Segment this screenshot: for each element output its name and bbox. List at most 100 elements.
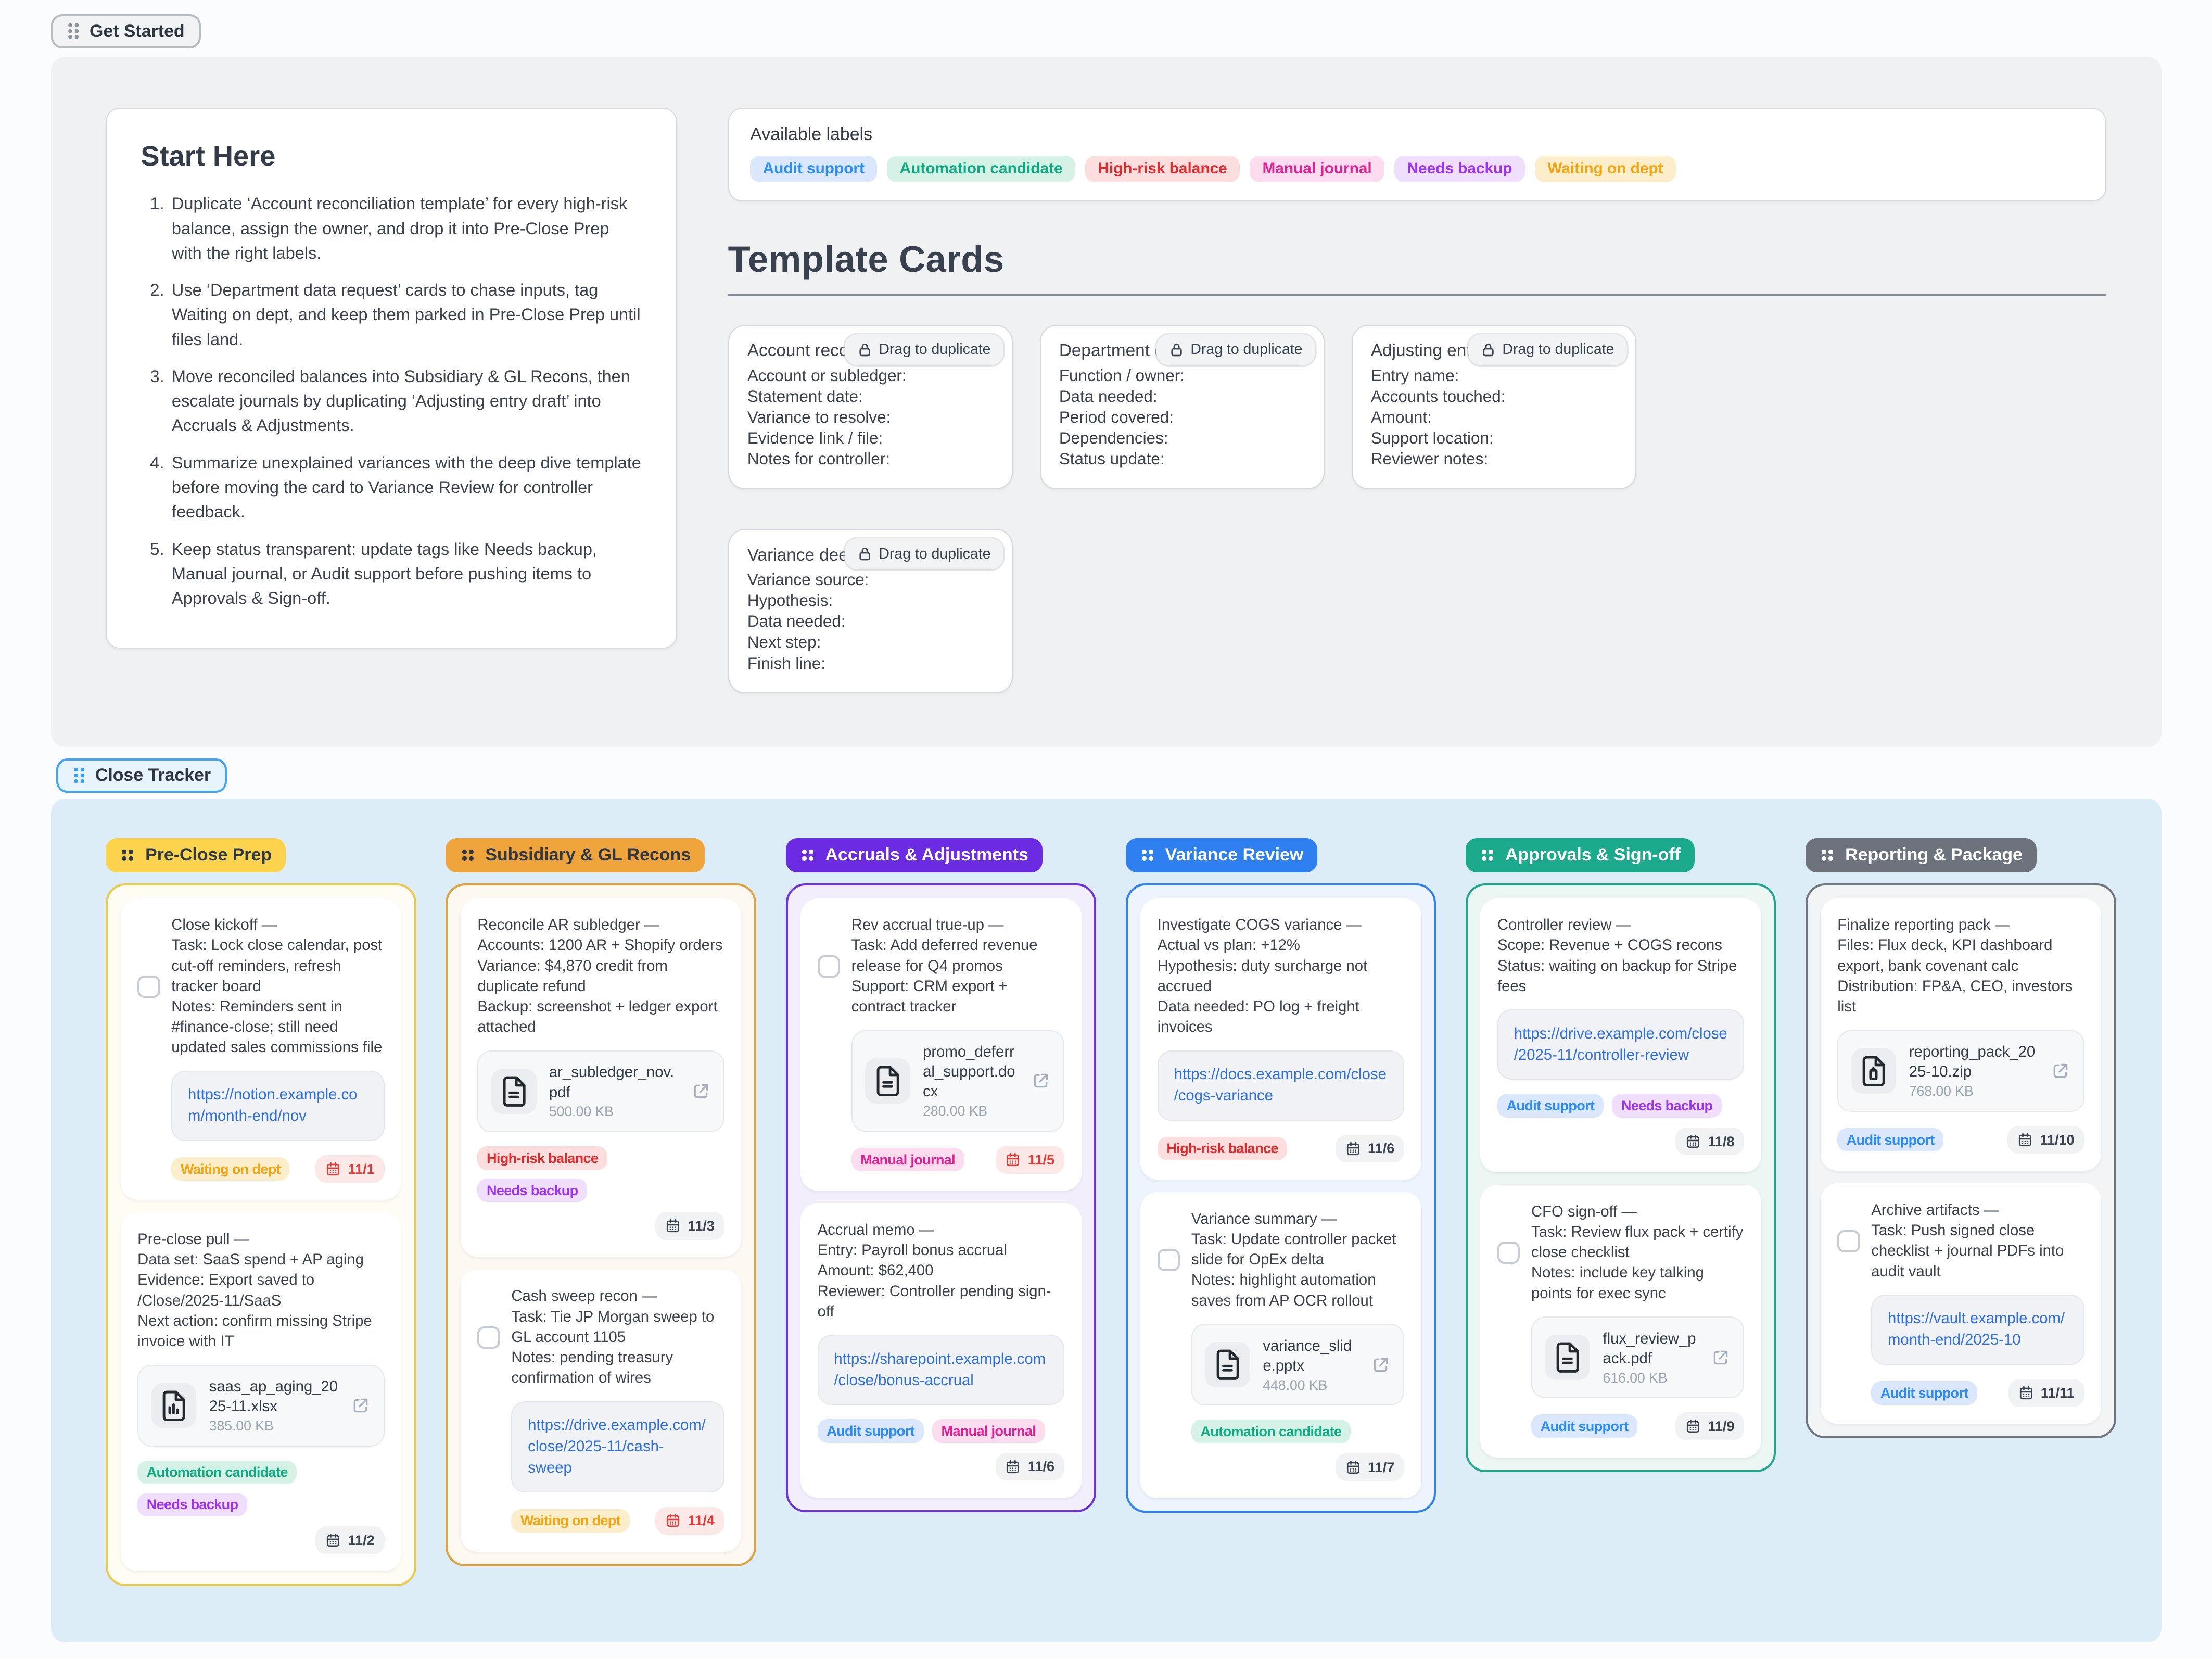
column-header-subsidiary-gl-recons[interactable]: Subsidiary & GL Recons xyxy=(446,838,705,872)
template-field-label: Support location: xyxy=(1370,429,1494,448)
column-header-accruals-adjustments[interactable]: Accruals & Adjustments xyxy=(785,838,1043,872)
drag-to-duplicate-handle[interactable]: Drag to duplicate xyxy=(845,538,1003,570)
link-chip: https://docs.example.com/close/cogs-vari… xyxy=(1157,1050,1405,1121)
external-link-icon[interactable] xyxy=(351,1396,371,1415)
board-column-variance-review: Variance Review Investigate COGS variance… xyxy=(1125,838,1436,1513)
external-link-icon[interactable] xyxy=(1371,1355,1391,1375)
card-link[interactable]: https://docs.example.com/close/cogs-vari… xyxy=(1174,1066,1387,1105)
template-card-fields: Account or subledger: Statement date: Vari… xyxy=(747,365,994,470)
file-name: ar_subledger_nov.pdf xyxy=(549,1064,675,1101)
kanban-card[interactable]: Controller review — Scope: Revenue + COG… xyxy=(1480,898,1761,1172)
kanban-card[interactable]: Finalize reporting pack — Files: Flux de… xyxy=(1820,898,2102,1171)
board-column-pre-close-prep: Pre-Close Prep Close kickoff — Task: Lock… xyxy=(106,838,416,1586)
file-name: reporting_pack_2025-10.zip xyxy=(1909,1044,2036,1081)
card-text: Variance summary — Task: Update controll… xyxy=(1191,1210,1396,1309)
label-chip-audit-support: Audit support xyxy=(1531,1414,1638,1438)
label-chip-automation-candidate: Automation candidate xyxy=(1191,1420,1351,1443)
available-labels-row: Audit support Automation candidate High-ri… xyxy=(750,156,2084,182)
card-text: CFO sign-off — Task: Review flux pack + … xyxy=(1531,1203,1744,1302)
drag-to-duplicate-label: Drag to duplicate xyxy=(1502,341,1614,358)
template-card-account-reconcil[interactable]: Account reconcil Account or subledger: Sta… xyxy=(728,324,1013,489)
close-tracker-group-button[interactable]: Close Tracker xyxy=(56,758,227,793)
template-card-fields: Variance source: Hypothesis: Data needed: N… xyxy=(747,569,994,674)
label-chip-high-risk-balance: High-risk balance xyxy=(1157,1136,1288,1161)
card-checkbox[interactable] xyxy=(1837,1230,1860,1252)
kanban-card[interactable]: Rev accrual true-up — Task: Add deferred… xyxy=(800,898,1082,1191)
due-date-text: 11/7 xyxy=(1368,1459,1395,1475)
drag-handle-icon xyxy=(73,766,85,784)
column-title: Pre-Close Prep xyxy=(145,845,272,865)
column-header-approvals-sign-off[interactable]: Approvals & Sign-off xyxy=(1466,838,1695,872)
start-here-title: Start Here xyxy=(141,140,276,172)
drag-to-duplicate-handle[interactable]: Drag to duplicate xyxy=(1156,334,1315,365)
template-field-label: Finish line: xyxy=(747,654,826,673)
kanban-card[interactable]: Investigate COGS variance — Actual vs pl… xyxy=(1140,898,1421,1180)
kanban-card[interactable]: Cash sweep recon — Task: Tie JP Morgan s… xyxy=(460,1269,742,1552)
card-link[interactable]: https://vault.example.com/month-end/2025… xyxy=(1888,1310,2065,1349)
label-chip-audit-support: Audit support xyxy=(817,1419,924,1443)
template-field-label: Status update: xyxy=(1059,450,1165,468)
external-link-icon[interactable] xyxy=(691,1081,711,1101)
card-text: Archive artifacts — Task: Push signed cl… xyxy=(1871,1201,2064,1280)
template-card-department-data[interactable]: Department data Function / owner: Data nee… xyxy=(1039,324,1325,489)
card-checkbox[interactable] xyxy=(137,975,160,998)
card-link[interactable]: https://drive.example.com/close/2025-11/… xyxy=(528,1417,706,1477)
calendar-icon xyxy=(1685,1419,1701,1434)
due-date-badge: 11/10 xyxy=(2007,1125,2084,1154)
get-started-panel: Start Here Duplicate ‘Account reconcilia… xyxy=(50,57,2162,748)
label-chip-manual-journal: Manual journal xyxy=(1250,156,1385,182)
file-chart-icon xyxy=(151,1383,197,1428)
kanban-card[interactable]: Archive artifacts — Task: Push signed cl… xyxy=(1820,1183,2102,1424)
template-field-label: Statement date: xyxy=(747,387,863,406)
column-title: Subsidiary & GL Recons xyxy=(485,845,691,865)
external-link-icon[interactable] xyxy=(2051,1061,2070,1081)
card-link[interactable]: https://drive.example.com/close/2025-11/… xyxy=(1514,1025,1727,1063)
due-date-text: 11/1 xyxy=(348,1160,375,1177)
drag-to-duplicate-handle[interactable]: Drag to duplicate xyxy=(1468,334,1627,365)
calendar-icon xyxy=(1345,1460,1361,1475)
card-checkbox[interactable] xyxy=(1157,1249,1180,1272)
get-started-group-button[interactable]: Get Started xyxy=(50,14,201,49)
file-attachment[interactable]: saas_ap_aging_2025-11.xlsx 385.00 KB xyxy=(137,1364,385,1447)
due-date-text: 11/11 xyxy=(2040,1384,2075,1401)
get-started-label: Get Started xyxy=(90,21,185,41)
template-card-fields: Entry name: Accounts touched: Amount: Suppo… xyxy=(1371,365,1617,470)
drag-to-duplicate-label: Drag to duplicate xyxy=(879,341,991,358)
card-checkbox[interactable] xyxy=(1497,1242,1520,1264)
file-attachment[interactable]: flux_review_pack.pdf 616.00 KB xyxy=(1531,1316,1745,1399)
template-card-variance-deep-di[interactable]: Variance deep di Variance source: Hypothes… xyxy=(728,528,1013,694)
kanban-card[interactable]: CFO sign-off — Task: Review flux pack + … xyxy=(1480,1185,1761,1458)
card-checkbox[interactable] xyxy=(477,1326,500,1349)
file-size: 500.00 KB xyxy=(549,1104,614,1120)
external-link-icon[interactable] xyxy=(1711,1348,1731,1367)
board-column-accruals-adjustments: Accruals & Adjustments Rev accrual true-u… xyxy=(785,838,1096,1513)
calendar-icon xyxy=(1685,1134,1701,1149)
template-card-adjusting-entry-d[interactable]: Adjusting entry d Entry name: Accounts tou… xyxy=(1351,324,1637,489)
card-labels: Audit support xyxy=(1837,1128,1944,1152)
file-attachment[interactable]: promo_deferral_support.docx 280.00 KB xyxy=(851,1030,1065,1132)
label-chip-high-risk-balance: High-risk balance xyxy=(477,1146,607,1170)
kanban-card[interactable]: Accrual memo — Entry: Payroll bonus accr… xyxy=(800,1203,1082,1498)
column-header-reporting-package[interactable]: Reporting & Package xyxy=(1806,838,2037,872)
drag-to-duplicate-handle[interactable]: Drag to duplicate xyxy=(845,334,1003,365)
card-labels: Waiting on dept xyxy=(511,1509,630,1533)
file-attachment[interactable]: variance_slide.pptx 448.00 KB xyxy=(1191,1324,1405,1406)
close-tracker-label: Close Tracker xyxy=(95,765,211,786)
kanban-card[interactable]: Close kickoff — Task: Lock close calenda… xyxy=(120,898,402,1200)
card-link[interactable]: https://sharepoint.example.com/close/bon… xyxy=(834,1350,1046,1389)
kanban-card[interactable]: Pre-close pull — Data set: SaaS spend + … xyxy=(120,1212,402,1572)
instruction-item: Keep status transparent: update tags lik… xyxy=(169,537,642,611)
file-attachment[interactable]: reporting_pack_2025-10.zip 768.00 KB xyxy=(1837,1030,2084,1112)
column-header-variance-review[interactable]: Variance Review xyxy=(1125,838,1318,872)
card-checkbox[interactable] xyxy=(817,955,840,978)
template-field-label: Data needed: xyxy=(1059,387,1158,406)
label-chip-audit-support: Audit support xyxy=(1837,1128,1944,1152)
drag-handle-icon xyxy=(1140,847,1155,863)
column-header-pre-close-prep[interactable]: Pre-Close Prep xyxy=(106,838,286,872)
card-link[interactable]: https://notion.example.com/month-end/nov xyxy=(188,1086,358,1125)
kanban-card[interactable]: Variance summary — Task: Update controll… xyxy=(1140,1192,1421,1498)
external-link-icon[interactable] xyxy=(1031,1071,1051,1091)
board-column-subsidiary-gl-recons: Subsidiary & GL Recons Reconcile AR suble… xyxy=(446,838,756,1567)
kanban-card[interactable]: Reconcile AR subledger — Accounts: 1200 … xyxy=(460,898,742,1257)
file-attachment[interactable]: ar_subledger_nov.pdf 500.00 KB xyxy=(477,1050,724,1132)
